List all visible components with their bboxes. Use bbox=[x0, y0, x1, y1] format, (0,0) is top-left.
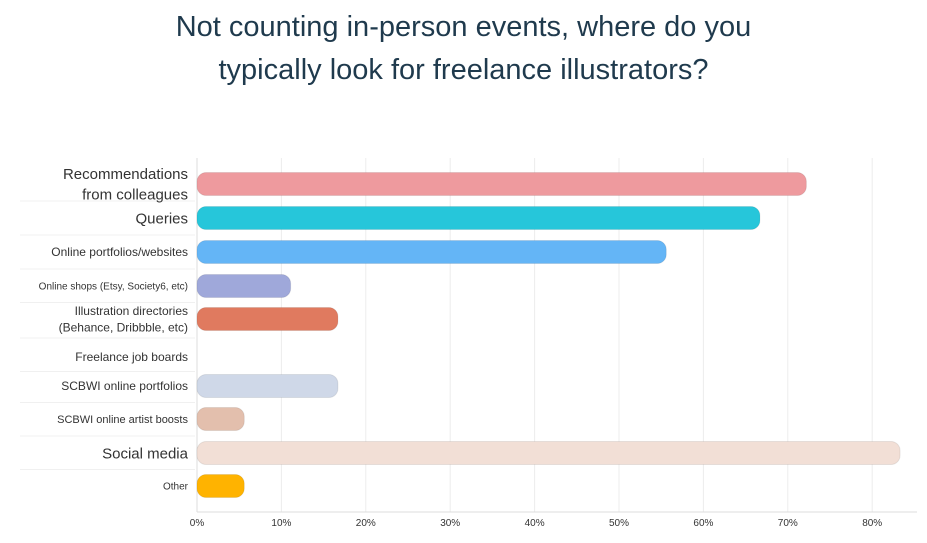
category-label-line: Online portfolios/websites bbox=[51, 245, 188, 259]
bar-6 bbox=[196, 374, 339, 398]
bar-2 bbox=[196, 240, 667, 264]
x-tick-label: 30% bbox=[440, 518, 460, 529]
category-label-line: Social media bbox=[102, 445, 189, 462]
x-tick-label: 10% bbox=[271, 518, 291, 529]
category-label: Online portfolios/websites bbox=[51, 245, 188, 259]
category-label: Queries bbox=[135, 210, 188, 227]
bar-4 bbox=[196, 307, 339, 331]
chart-title-line-1: Not counting in-person events, where do … bbox=[175, 11, 752, 43]
category-label-line: (Behance, Dribbble, etc) bbox=[59, 320, 188, 334]
row-separators bbox=[20, 200, 195, 470]
category-label-line: Freelance job boards bbox=[75, 350, 188, 364]
x-tick-label: 50% bbox=[609, 518, 629, 529]
category-label-line: SCBWI online artist boosts bbox=[57, 414, 188, 426]
bar-7 bbox=[196, 407, 245, 431]
category-label: Social media bbox=[102, 445, 189, 462]
x-tick-label: 0% bbox=[190, 518, 205, 529]
category-label: Online shops (Etsy, Society6, etc) bbox=[39, 282, 188, 293]
x-tick-label: 40% bbox=[525, 518, 545, 529]
category-labels: Recommendations from colleagues Queries Onl… bbox=[39, 166, 189, 492]
x-tick-label: 70% bbox=[778, 518, 798, 529]
category-label-line: Illustration directories bbox=[75, 304, 188, 318]
bar-0 bbox=[196, 172, 807, 196]
bar-8 bbox=[196, 441, 901, 465]
category-label: SCBWI online portfolios bbox=[61, 379, 188, 393]
bar-3 bbox=[196, 274, 292, 298]
x-tick-label: 20% bbox=[356, 518, 376, 529]
category-label-line: Recommendations bbox=[63, 166, 188, 183]
category-label-line: Other bbox=[163, 482, 189, 493]
bars bbox=[196, 172, 901, 498]
chart-title-line-2: typically look for freelance illustrator… bbox=[218, 54, 709, 86]
category-label-line: Queries bbox=[135, 210, 188, 227]
x-tick-label: 60% bbox=[693, 518, 713, 529]
category-label: Recommendations from colleagues bbox=[63, 166, 188, 203]
chart-title: Not counting in-person events, where do … bbox=[0, 6, 927, 92]
category-label: Freelance job boards bbox=[75, 350, 188, 364]
category-label: Illustration directories (Behance, Dribbb… bbox=[59, 304, 188, 334]
x-axis-ticks: 0% 10% 20% 30% 40% 50% 60% 70% 80% bbox=[190, 518, 883, 529]
category-label: SCBWI online artist boosts bbox=[57, 414, 188, 426]
bar-1 bbox=[196, 206, 761, 230]
category-label-line: Online shops (Etsy, Society6, etc) bbox=[39, 282, 188, 293]
category-label: Other bbox=[163, 482, 189, 493]
x-tick-label: 80% bbox=[862, 518, 882, 529]
category-label-line: SCBWI online portfolios bbox=[61, 379, 188, 393]
bar-9 bbox=[196, 474, 245, 498]
category-label-line: from colleagues bbox=[82, 186, 188, 203]
